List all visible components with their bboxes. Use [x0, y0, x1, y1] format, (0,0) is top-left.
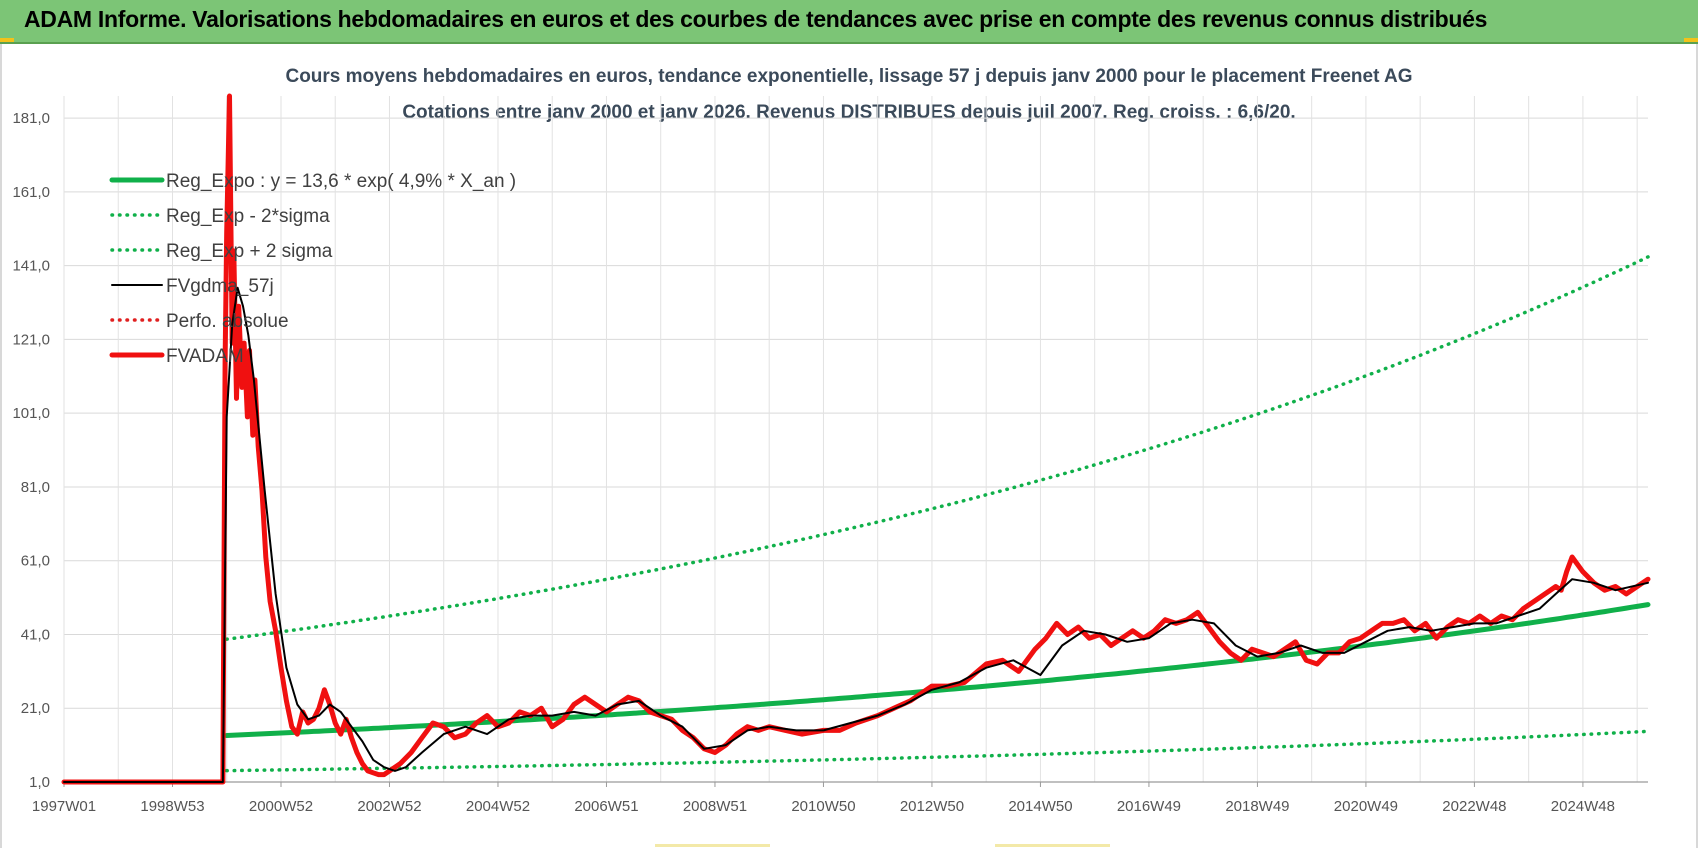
chart-title: Cours moyens hebdomadaires en euros, ten…: [285, 66, 1413, 87]
y-tick-label: 81,0: [21, 479, 50, 496]
x-tick-label: 2022W48: [1442, 798, 1506, 815]
y-tick-label: 181,0: [12, 110, 50, 127]
y-tick-label: 21,0: [21, 700, 50, 717]
x-tick-label: 2012W50: [900, 798, 964, 815]
corner-marker-left: [0, 38, 14, 42]
series-reg-minus-2sigma: [224, 729, 1650, 773]
legend-reg-plus-label: Reg_Exp + 2 sigma: [166, 241, 333, 262]
series-fvadam: [61, 93, 1651, 785]
legend-reg-expo-label: Reg_Expo : y = 13,6 * exp( 4,9% * X_an ): [166, 171, 516, 192]
y-tick-label: 161,0: [12, 184, 50, 201]
y-axis-ticks: 1,0 21,0 41,0 61,0 81,0 101,0 121,0 141,0 161,0 1…: [12, 110, 50, 791]
x-tick-label: 2020W49: [1334, 798, 1398, 815]
x-tick-label: 2006W51: [574, 798, 638, 815]
series-reg-expo: [224, 602, 1651, 738]
x-tick-label: 2010W50: [791, 798, 855, 815]
y-tick-label: 41,0: [21, 626, 50, 643]
series-reg-plus-2sigma: [224, 255, 1650, 641]
y-tick-label: 121,0: [12, 331, 50, 348]
legend-perfo-label: Perfo. absolue: [166, 311, 289, 332]
x-tick-label: 2008W51: [683, 798, 747, 815]
chart-series: [61, 93, 1651, 785]
bottom-marker-2: [995, 844, 1110, 847]
x-tick-label: 2016W49: [1117, 798, 1181, 815]
x-tick-label: 2002W52: [357, 798, 421, 815]
chart-legend: Reg_Expo : y = 13,6 * exp( 4,9% * X_an )…: [109, 171, 516, 367]
chart-area: [0, 44, 1698, 848]
chart-grid: [63, 96, 1648, 783]
x-tick-label: 1998W53: [140, 798, 204, 815]
x-tick-label: 2004W52: [466, 798, 530, 815]
legend-reg-minus-label: Reg_Exp - 2*sigma: [166, 206, 330, 227]
report-banner: ADAM Informe. Valorisations hebdomadaire…: [0, 0, 1698, 44]
x-tick-label: 1997W01: [32, 798, 96, 815]
y-tick-label: 61,0: [21, 553, 50, 570]
legend-fvadam-label: FVADAM: [166, 346, 244, 367]
report-title: ADAM Informe. Valorisations hebdomadaire…: [24, 6, 1488, 32]
x-tick-label: 2000W52: [249, 798, 313, 815]
y-tick-label: 141,0: [12, 258, 50, 275]
bottom-marker-1: [655, 844, 770, 847]
x-tick-label: 2014W50: [1008, 798, 1072, 815]
legend-fvgdma-label: FVgdma_57j: [166, 276, 274, 297]
y-tick-label: 1,0: [29, 774, 50, 791]
x-axis-ticks: 1997W01 1998W53 2000W52 2002W52 2004W52 2006W…: [32, 782, 1615, 815]
x-tick-label: 2024W48: [1551, 798, 1615, 815]
corner-marker-right: [1684, 38, 1698, 42]
series-fvgdma-57j: [63, 286, 1649, 783]
x-tick-label: 2018W49: [1225, 798, 1289, 815]
y-tick-label: 101,0: [12, 405, 50, 422]
